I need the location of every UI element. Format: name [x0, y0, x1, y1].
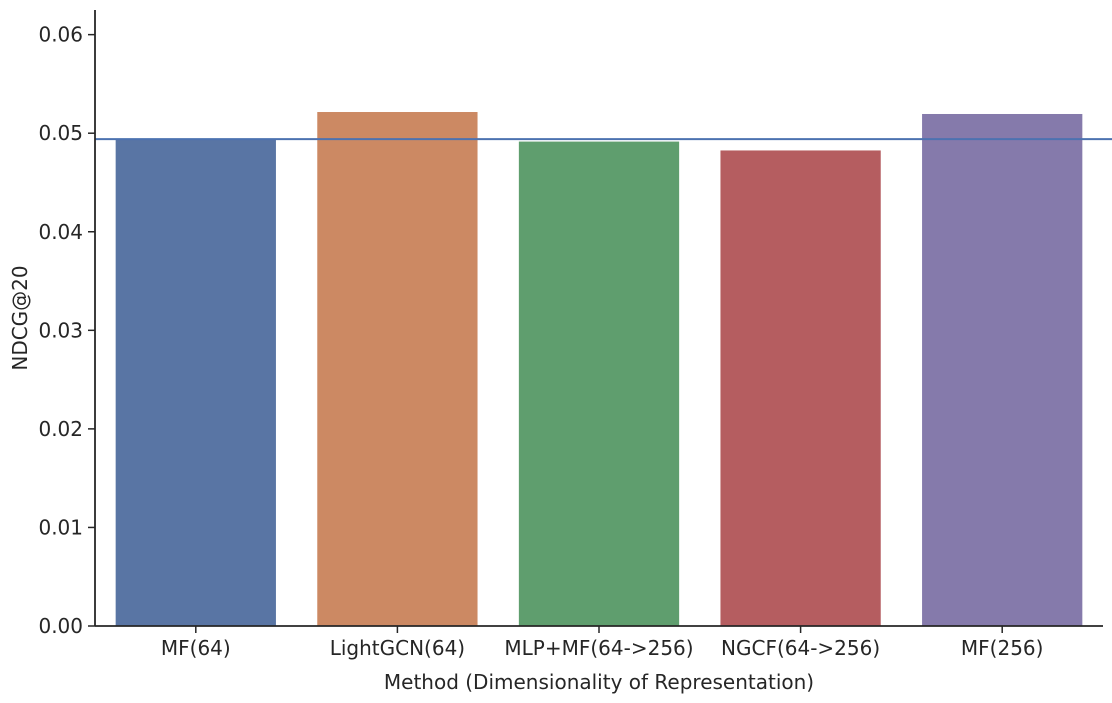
y-ticks-group: 0.00 0.01 0.02 0.03 0.04 0.05 0.06 [38, 23, 95, 638]
x-tick-label: MLP+MF(64->256) [504, 636, 693, 660]
x-axis-label: Method (Dimensionality of Representation… [384, 670, 814, 694]
y-axis-label: NDCG@20 [8, 265, 32, 370]
x-tick-label: MF(64) [161, 636, 231, 660]
x-tick-label: NGCF(64->256) [721, 636, 880, 660]
bars-group [114, 111, 1084, 627]
bar-5 [921, 112, 1084, 627]
y-tick-label: 0.00 [38, 614, 83, 638]
y-tick-label: 0.05 [38, 121, 83, 145]
x-ticks-group: MF(64) LightGCN(64) MLP+MF(64->256) NGCF(64… [161, 626, 1044, 660]
bar-4 [719, 149, 882, 627]
y-tick-label: 0.02 [38, 417, 83, 441]
x-tick-label: MF(256) [961, 636, 1044, 660]
y-tick-label: 0.03 [38, 318, 83, 342]
bar-1 [114, 138, 277, 627]
y-tick-label: 0.01 [38, 515, 83, 539]
y-tick-label: 0.06 [38, 23, 83, 47]
x-tick-label: LightGCN(64) [330, 636, 465, 660]
bar-2 [316, 111, 479, 627]
bar-3 [517, 140, 681, 627]
y-tick-label: 0.04 [38, 220, 83, 244]
